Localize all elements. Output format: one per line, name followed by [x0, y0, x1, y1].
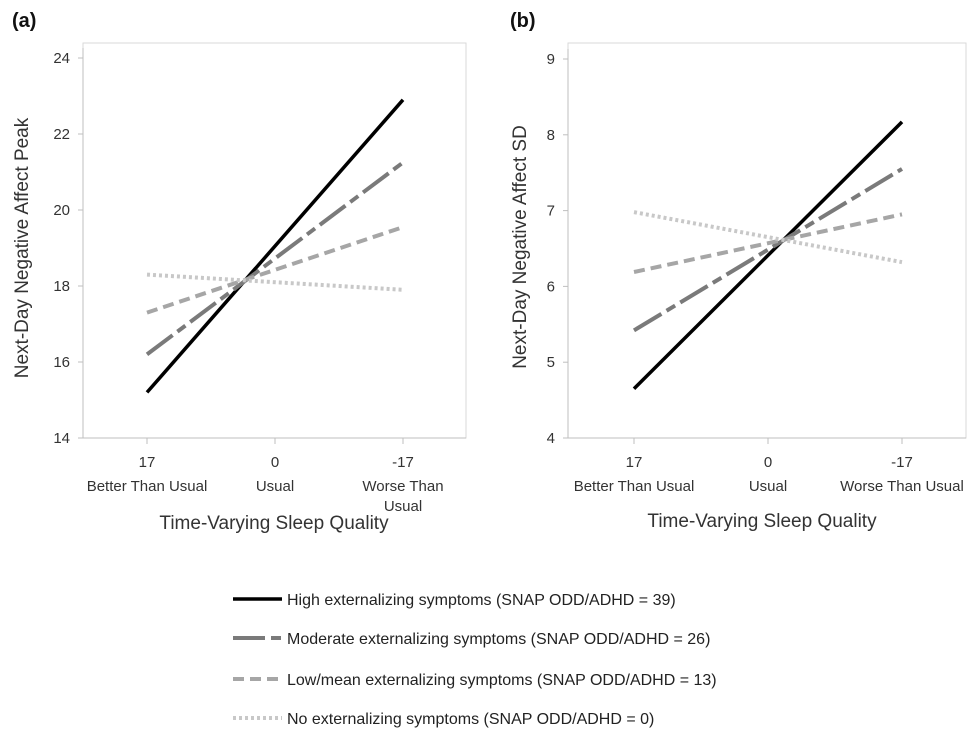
legend-label-high: High externalizing symptoms (SNAP ODD/AD… — [287, 592, 676, 609]
panel-a-frame — [82, 42, 467, 439]
legend-entry-low: Low/mean externalizing symptoms (SNAP OD… — [233, 672, 717, 689]
series-line-moderate — [632, 167, 904, 333]
legend-entry-moderate: Moderate externalizing symptoms (SNAP OD… — [233, 631, 710, 648]
x-tick-sublabel: Usual — [749, 478, 787, 495]
x-tick-sublabel: Usual — [384, 498, 422, 515]
panel-a-label: (a) — [12, 10, 36, 32]
y-tick-label: 20 — [53, 202, 70, 219]
y-tick-label: 8 — [547, 127, 555, 144]
x-tick-sublabel: Worse Than — [362, 478, 443, 495]
y-tick-label: 14 — [53, 430, 70, 447]
series-line-low — [146, 225, 404, 315]
y-tick-label: 22 — [53, 126, 70, 143]
series-line-high — [632, 120, 904, 390]
y-tick-label: 24 — [53, 50, 70, 67]
panel-a: (a) 14 16 18 20 22 24 17 Better Than Usual 0 Usu… — [12, 10, 467, 534]
legend-entry-none: No externalizing symptoms (SNAP ODD/ADHD… — [233, 711, 654, 728]
panel-b-x-ticks: 17 Better Than Usual 0 Usual -17 Worse Than U… — [568, 437, 966, 495]
legend-entry-high: High externalizing symptoms (SNAP ODD/AD… — [233, 592, 676, 609]
x-tick-label: 0 — [764, 454, 772, 471]
panel-a-y-axis-title: Next-Day Negative Affect Peak — [12, 117, 33, 378]
panel-a-series — [145, 98, 405, 394]
panel-a-x-axis-title: Time-Varying Sleep Quality — [159, 513, 389, 534]
x-tick-sublabel: Better Than Usual — [574, 478, 695, 495]
series-line-none — [146, 272, 404, 292]
x-tick-label: -17 — [891, 454, 913, 471]
panel-b-label: (b) — [510, 10, 536, 32]
y-tick-label: 6 — [547, 278, 555, 295]
panel-b: (b) 4 5 6 7 8 9 17 Better Than Usual 0 Usual -17 W… — [510, 10, 967, 532]
panel-b-y-ticks: 4 5 6 7 8 9 — [547, 49, 569, 447]
x-tick-sublabel: Usual — [256, 478, 294, 495]
x-tick-label: 17 — [139, 454, 156, 471]
x-tick-label: -17 — [392, 454, 414, 471]
panel-a-y-ticks: 14 16 18 20 22 24 — [53, 48, 84, 447]
x-tick-sublabel: Worse Than Usual — [840, 478, 964, 495]
y-tick-label: 9 — [547, 51, 555, 68]
panel-b-series — [632, 120, 904, 390]
series-line-low — [633, 212, 903, 274]
x-tick-label: 0 — [271, 454, 279, 471]
y-tick-label: 7 — [547, 203, 555, 220]
legend-label-none: No externalizing symptoms (SNAP ODD/ADHD… — [287, 711, 654, 728]
y-tick-label: 16 — [53, 354, 70, 371]
panel-b-frame — [567, 42, 967, 439]
legend: High externalizing symptoms (SNAP ODD/AD… — [233, 592, 717, 728]
y-tick-label: 5 — [547, 354, 555, 371]
legend-label-moderate: Moderate externalizing symptoms (SNAP OD… — [287, 631, 710, 648]
y-tick-label: 18 — [53, 278, 70, 295]
legend-label-low: Low/mean externalizing symptoms (SNAP OD… — [287, 672, 717, 689]
panel-b-y-axis-title: Next-Day Negative Affect SD — [510, 125, 531, 369]
series-line-high — [145, 98, 405, 394]
y-tick-label: 4 — [547, 430, 555, 447]
x-tick-label: 17 — [626, 454, 643, 471]
series-line-moderate — [145, 160, 405, 357]
panel-b-x-axis-title: Time-Varying Sleep Quality — [647, 511, 877, 532]
x-tick-sublabel: Better Than Usual — [87, 478, 208, 495]
panel-a-x-ticks: 17 Better Than Usual 0 Usual -17 Worse Than Us… — [83, 437, 466, 515]
